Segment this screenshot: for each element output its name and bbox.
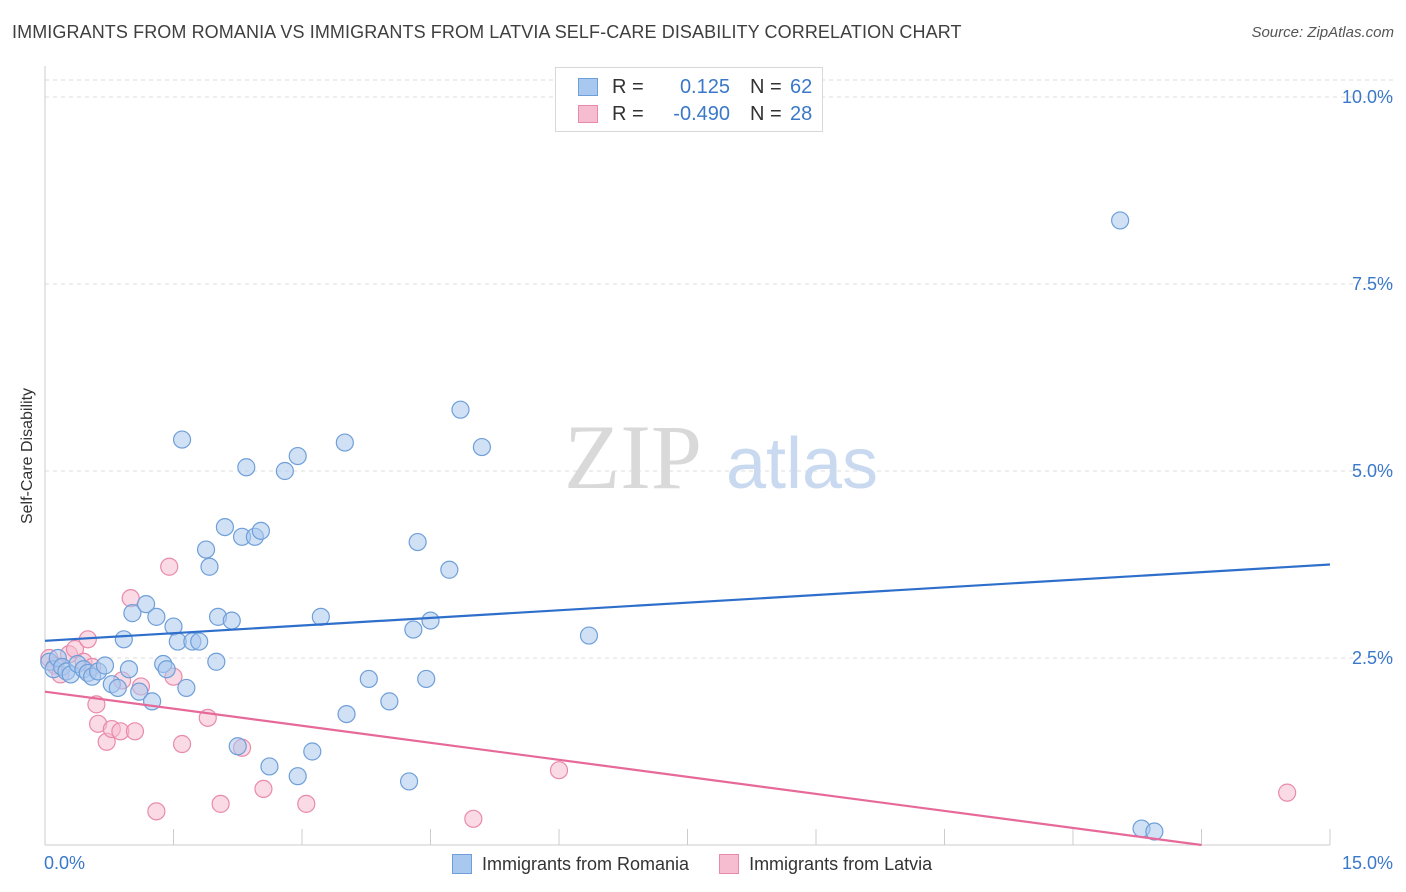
legend-n-value: 62 bbox=[790, 75, 813, 98]
romania-point-52 bbox=[417, 669, 436, 689]
romania-point-48 bbox=[380, 692, 399, 711]
romania-point-44 bbox=[311, 607, 330, 626]
tick-labels: 10.0% 7.5% 5.0% 2.5% 0.0% 15.0% bbox=[44, 87, 1393, 873]
romania-point-40 bbox=[275, 461, 294, 481]
y-tick-label-1: 7.5% bbox=[1352, 274, 1393, 294]
romania-point-22 bbox=[157, 660, 176, 679]
latvia-point-15 bbox=[125, 722, 145, 741]
romania-point-30 bbox=[200, 557, 219, 576]
latvia-point-20 bbox=[172, 734, 192, 754]
romania-point-33 bbox=[215, 517, 234, 537]
latvia-point-26 bbox=[464, 809, 483, 828]
source-label: Source: ZipAtlas.com bbox=[1251, 24, 1394, 41]
romania-point-25 bbox=[172, 430, 192, 449]
series-legend: Immigrants from Romania Immigrants from … bbox=[452, 852, 962, 876]
romania-point-15 bbox=[119, 660, 139, 679]
romania-point-16 bbox=[123, 604, 142, 623]
latvia-point-22 bbox=[211, 794, 230, 813]
series-label-latvia: Immigrants from Latvia bbox=[749, 853, 933, 874]
axis-layer bbox=[44, 66, 1331, 846]
latvia-point-28 bbox=[1278, 783, 1297, 802]
romania-point-61 bbox=[228, 737, 247, 756]
y-tick-label-0: 10.0% bbox=[1342, 87, 1393, 107]
romania-point-28 bbox=[190, 632, 209, 651]
romania-point-58 bbox=[1111, 211, 1130, 230]
legend-r-label: R = bbox=[612, 102, 644, 125]
legend-r-value: -0.490 bbox=[673, 102, 730, 125]
y-tick-label-2: 5.0% bbox=[1352, 461, 1393, 481]
legend-r-label: R = bbox=[612, 75, 644, 98]
series-label-romania: Immigrants from Romania bbox=[482, 853, 690, 874]
latvia-point-24 bbox=[254, 779, 273, 799]
romania-point-49 bbox=[399, 772, 419, 791]
legend-swatch-latvia bbox=[578, 105, 598, 123]
romania-point-57 bbox=[579, 626, 599, 645]
romania-point-17 bbox=[130, 682, 149, 701]
trend-line-latvia bbox=[44, 690, 1202, 847]
romania-point-55 bbox=[451, 400, 470, 419]
romania-point-51 bbox=[408, 532, 427, 552]
watermark-zip: ZIP bbox=[564, 406, 702, 508]
romania-point-14 bbox=[114, 630, 133, 649]
romania-point-53 bbox=[421, 611, 440, 630]
watermark-atlas: atlas bbox=[726, 424, 878, 504]
romania-point-56 bbox=[472, 437, 491, 457]
romania-point-29 bbox=[196, 540, 216, 559]
romania-point-46 bbox=[337, 704, 356, 724]
trend-line-romania bbox=[44, 563, 1331, 642]
romania-point-42 bbox=[288, 767, 307, 786]
romania-point-38 bbox=[251, 521, 270, 540]
romania-point-54 bbox=[440, 560, 459, 579]
romania-point-50 bbox=[404, 620, 423, 639]
x-tick-label-1: 15.0% bbox=[1342, 853, 1393, 873]
trend-layer bbox=[44, 563, 1331, 847]
x-tick-label-0: 0.0% bbox=[44, 853, 85, 873]
romania-point-43 bbox=[303, 742, 322, 761]
series-swatch-romania bbox=[452, 854, 472, 874]
latvia-point-17 bbox=[147, 802, 166, 821]
latvia-point-27 bbox=[549, 761, 569, 780]
legend-row-latvia: R = -0.490 N = 28 bbox=[578, 102, 812, 126]
series-swatch-latvia bbox=[719, 854, 740, 874]
romania-point-34 bbox=[222, 611, 241, 630]
romania-point-11 bbox=[95, 656, 115, 675]
grid-layer bbox=[45, 79, 1395, 659]
legend-n-label: N = bbox=[750, 102, 782, 125]
romania-point-20 bbox=[147, 607, 166, 626]
legend-swatch-romania bbox=[578, 78, 598, 96]
romania-point-45 bbox=[335, 433, 354, 452]
romania-point-41 bbox=[288, 446, 307, 466]
legend-n-value: 28 bbox=[790, 102, 813, 125]
romania-point-39 bbox=[260, 757, 279, 776]
romania-point-60 bbox=[1145, 822, 1164, 841]
legend-n-label: N = bbox=[750, 75, 782, 98]
legend-row-romania: R = 0.125 N = 62 bbox=[578, 75, 812, 99]
romania-point-47 bbox=[359, 669, 378, 689]
chart-title: IMMIGRANTS FROM ROMANIA VS IMMIGRANTS FR… bbox=[12, 22, 962, 42]
romania-point-31 bbox=[207, 652, 226, 671]
watermark: ZIP atlas bbox=[564, 406, 878, 508]
points-romania bbox=[40, 211, 1164, 841]
romania-point-13 bbox=[108, 678, 127, 698]
latvia-point-18 bbox=[160, 557, 179, 576]
romania-point-26 bbox=[177, 678, 196, 698]
latvia-point-14 bbox=[121, 589, 140, 608]
latvia-point-25 bbox=[297, 794, 316, 813]
legend-r-value: 0.125 bbox=[679, 75, 730, 98]
points-latvia bbox=[40, 557, 1297, 828]
series-legend-romania[interactable]: Immigrants from Romania bbox=[452, 854, 689, 875]
series-legend-latvia[interactable]: Immigrants from Latvia bbox=[719, 854, 932, 875]
romania-point-18 bbox=[136, 595, 156, 614]
romania-point-36 bbox=[237, 458, 256, 477]
correlation-legend: R = 0.125 N = 62 R = -0.490 N = 28 bbox=[555, 67, 823, 132]
y-tick-label-3: 2.5% bbox=[1352, 648, 1393, 668]
